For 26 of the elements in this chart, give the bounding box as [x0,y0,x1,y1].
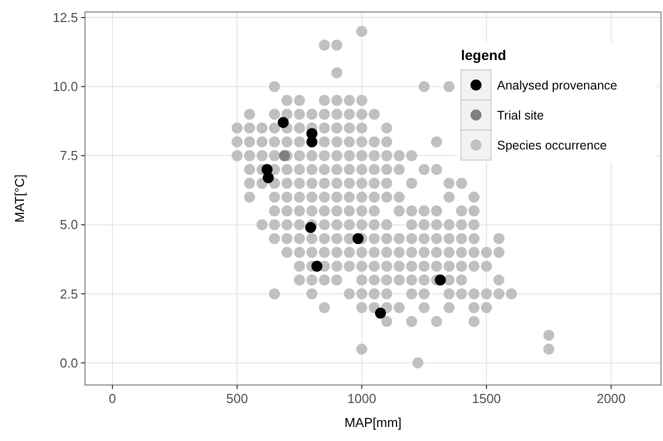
legend-label: Trial site [497,108,544,122]
y-tick-label: 12.5 [52,10,78,26]
point [305,222,316,233]
y-tick-label: 7.5 [60,148,78,164]
legend-label: Analysed provenance [497,78,618,92]
x-tick-label: 500 [226,391,248,406]
point [306,136,318,148]
point [434,274,446,286]
y-tick-label: 5.0 [60,217,78,232]
x-tick-label: 1500 [472,391,501,406]
point [278,150,290,162]
y-tick-label: 0.0 [60,355,78,370]
x-tick-label: 2000 [596,391,626,406]
x-axis-title: MAP[mm] [344,415,402,430]
y-axis-title: MAT[°C] [12,174,27,223]
y-tick-label: 10.0 [52,79,78,94]
x-tick-label: 0 [108,391,116,406]
point [374,308,386,319]
x-tick-label: 1000 [347,391,376,406]
point [352,233,364,244]
point [278,117,289,128]
point [262,172,274,184]
legend-label: Species occurrence [497,138,607,152]
legend-title: legend [461,47,506,63]
point [311,260,322,272]
y-tick-label: 2.5 [60,286,78,302]
